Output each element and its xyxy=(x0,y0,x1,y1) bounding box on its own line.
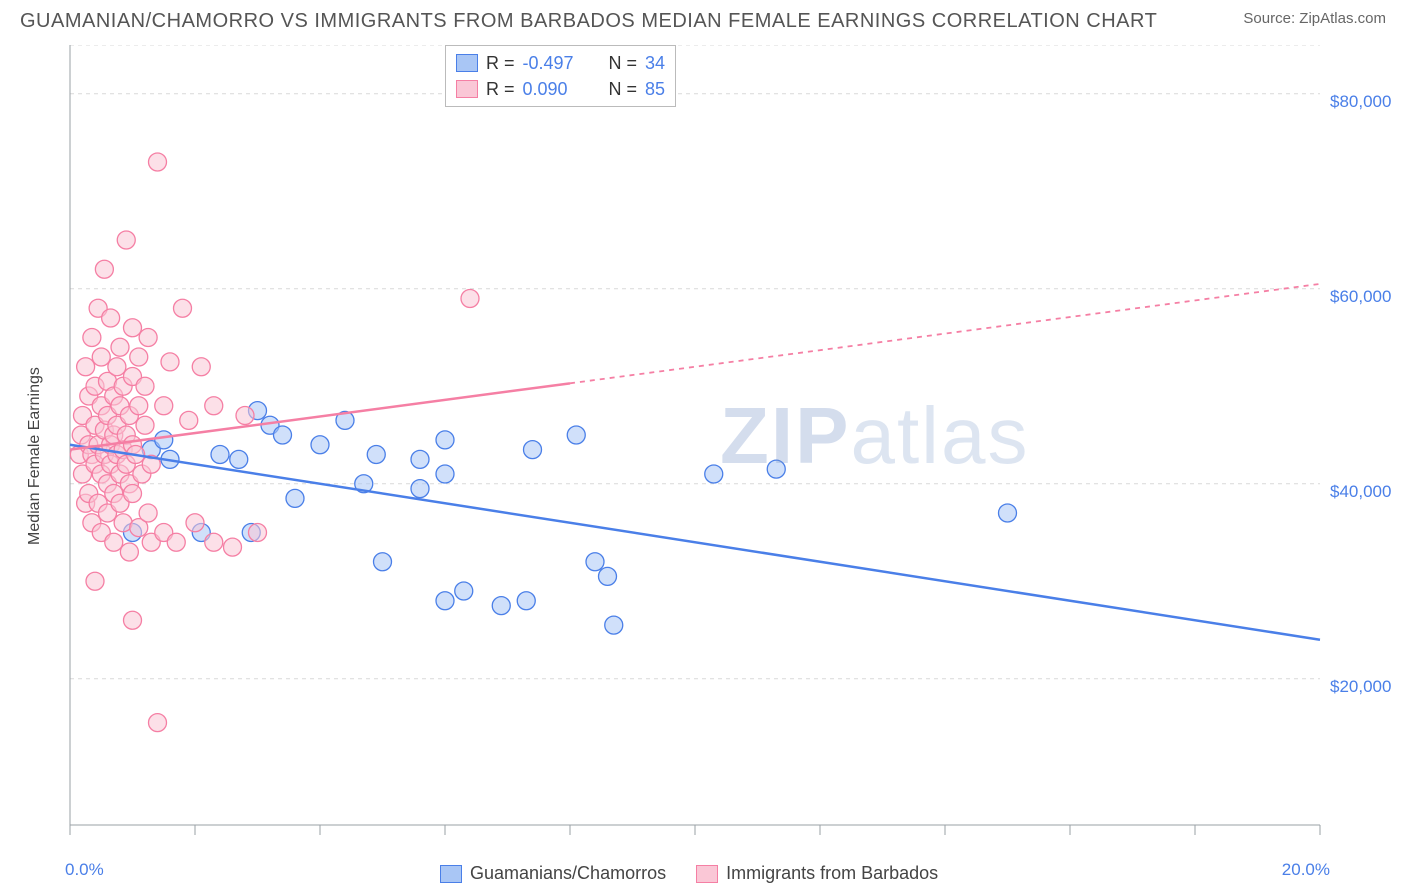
header: GUAMANIAN/CHAMORRO VS IMMIGRANTS FROM BA… xyxy=(0,0,1406,38)
r-value: -0.497 xyxy=(523,50,591,76)
y-axis-label: Median Female Earnings xyxy=(26,367,44,545)
legend-swatch xyxy=(456,54,478,72)
legend-stats: R = -0.497 N = 34 R = 0.090 N = 85 xyxy=(445,45,676,107)
source: Source: ZipAtlas.com xyxy=(1243,10,1386,27)
r-value: 0.090 xyxy=(523,76,591,102)
legend-series: Guamanians/Chamorros Immigrants from Barb… xyxy=(440,863,938,884)
legend-series-label: Guamanians/Chamorros xyxy=(470,863,666,884)
legend-swatch xyxy=(696,865,718,883)
n-value: 34 xyxy=(645,50,665,76)
y-tick-label: $20,000 xyxy=(1330,677,1391,697)
y-tick-label: $60,000 xyxy=(1330,287,1391,307)
chart-title: GUAMANIAN/CHAMORRO VS IMMIGRANTS FROM BA… xyxy=(20,10,1157,33)
chart-svg xyxy=(20,45,1386,892)
r-label: R = xyxy=(486,76,515,102)
legend-swatch xyxy=(456,80,478,98)
legend-series-item: Guamanians/Chamorros xyxy=(440,863,666,884)
n-label: N = xyxy=(609,50,638,76)
x-tick-label: 20.0% xyxy=(1282,860,1330,880)
legend-series-label: Immigrants from Barbados xyxy=(726,863,938,884)
legend-stats-row: R = -0.497 N = 34 xyxy=(456,50,665,76)
y-tick-label: $40,000 xyxy=(1330,482,1391,502)
y-tick-label: $80,000 xyxy=(1330,92,1391,112)
x-tick-label: 0.0% xyxy=(65,860,104,880)
n-value: 85 xyxy=(645,76,665,102)
chart-area: Median Female Earnings $20,000$40,000$60… xyxy=(20,45,1386,892)
legend-stats-row: R = 0.090 N = 85 xyxy=(456,76,665,102)
source-value: ZipAtlas.com xyxy=(1299,10,1386,27)
n-label: N = xyxy=(609,76,638,102)
r-label: R = xyxy=(486,50,515,76)
source-label: Source: xyxy=(1243,10,1299,27)
legend-series-item: Immigrants from Barbados xyxy=(696,863,938,884)
legend-swatch xyxy=(440,865,462,883)
